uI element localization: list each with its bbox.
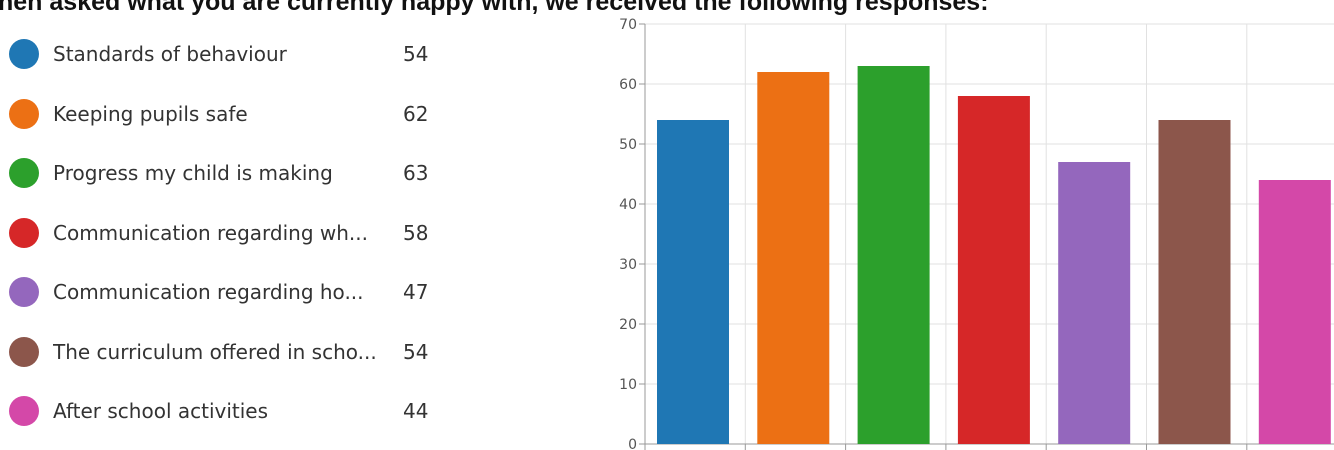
legend-item[interactable]: Standards of behaviour 54 (0, 36, 440, 76)
bar (757, 72, 830, 444)
legend-label: Communication regarding wh... (53, 220, 368, 245)
bar (1158, 120, 1231, 444)
bar (1258, 180, 1331, 444)
y-tick-label: 60 (619, 77, 637, 93)
y-tick-label: 0 (628, 437, 637, 450)
y-tick-label: 20 (619, 317, 637, 333)
legend-swatch (9, 39, 39, 69)
legend-swatch (9, 158, 39, 188)
bar-chart: 0 10 20 30 40 50 60 70 (619, 17, 1334, 450)
legend-item[interactable]: Communication regarding wh... 58 (0, 215, 440, 255)
legend-value: 58 (403, 220, 429, 245)
page-heading: hen asked what you are currently happy w… (0, 0, 989, 16)
legend-swatch (9, 336, 39, 367)
bar (657, 120, 729, 444)
legend-swatch (9, 98, 39, 129)
legend-swatch (9, 396, 39, 426)
legend-item[interactable]: Communication regarding ho... 47 (0, 274, 440, 314)
legend-swatch (9, 217, 39, 248)
legend-label: The curriculum offered in scho... (53, 339, 377, 364)
y-tick-label: 30 (619, 257, 637, 273)
legend-swatch (9, 277, 39, 307)
bar (1058, 162, 1131, 444)
bar (957, 96, 1030, 444)
legend-label: After school activities (53, 399, 269, 423)
legend-label: Progress my child is making (53, 161, 333, 185)
y-tick-label: 50 (619, 137, 637, 153)
legend-item[interactable]: After school activities 44 (0, 393, 440, 433)
legend-value: 44 (403, 399, 429, 423)
legend-value: 62 (403, 101, 429, 126)
chart-legend: Standards of behaviour 54 Keeping pupils s… (0, 0, 440, 450)
legend-label: Standards of behaviour (53, 42, 287, 66)
legend-value: 54 (403, 42, 429, 66)
legend-label: Communication regarding ho... (53, 280, 364, 304)
y-tick-label: 40 (619, 197, 637, 213)
legend-item[interactable]: The curriculum offered in scho... 54 (0, 334, 440, 374)
y-axis-ticks: 0 10 20 30 40 50 60 70 (619, 17, 645, 450)
legend-item[interactable]: Progress my child is making 63 (0, 155, 440, 195)
y-tick-label: 10 (619, 377, 637, 393)
chart-bars (657, 66, 1331, 444)
legend-item[interactable]: Keeping pupils safe 62 (0, 96, 440, 136)
bar (857, 66, 930, 444)
legend-label: Keeping pupils safe (53, 101, 248, 126)
legend-value: 54 (403, 339, 429, 364)
legend-value: 63 (403, 161, 429, 185)
y-tick-label: 70 (619, 17, 637, 33)
legend-value: 47 (403, 280, 429, 304)
